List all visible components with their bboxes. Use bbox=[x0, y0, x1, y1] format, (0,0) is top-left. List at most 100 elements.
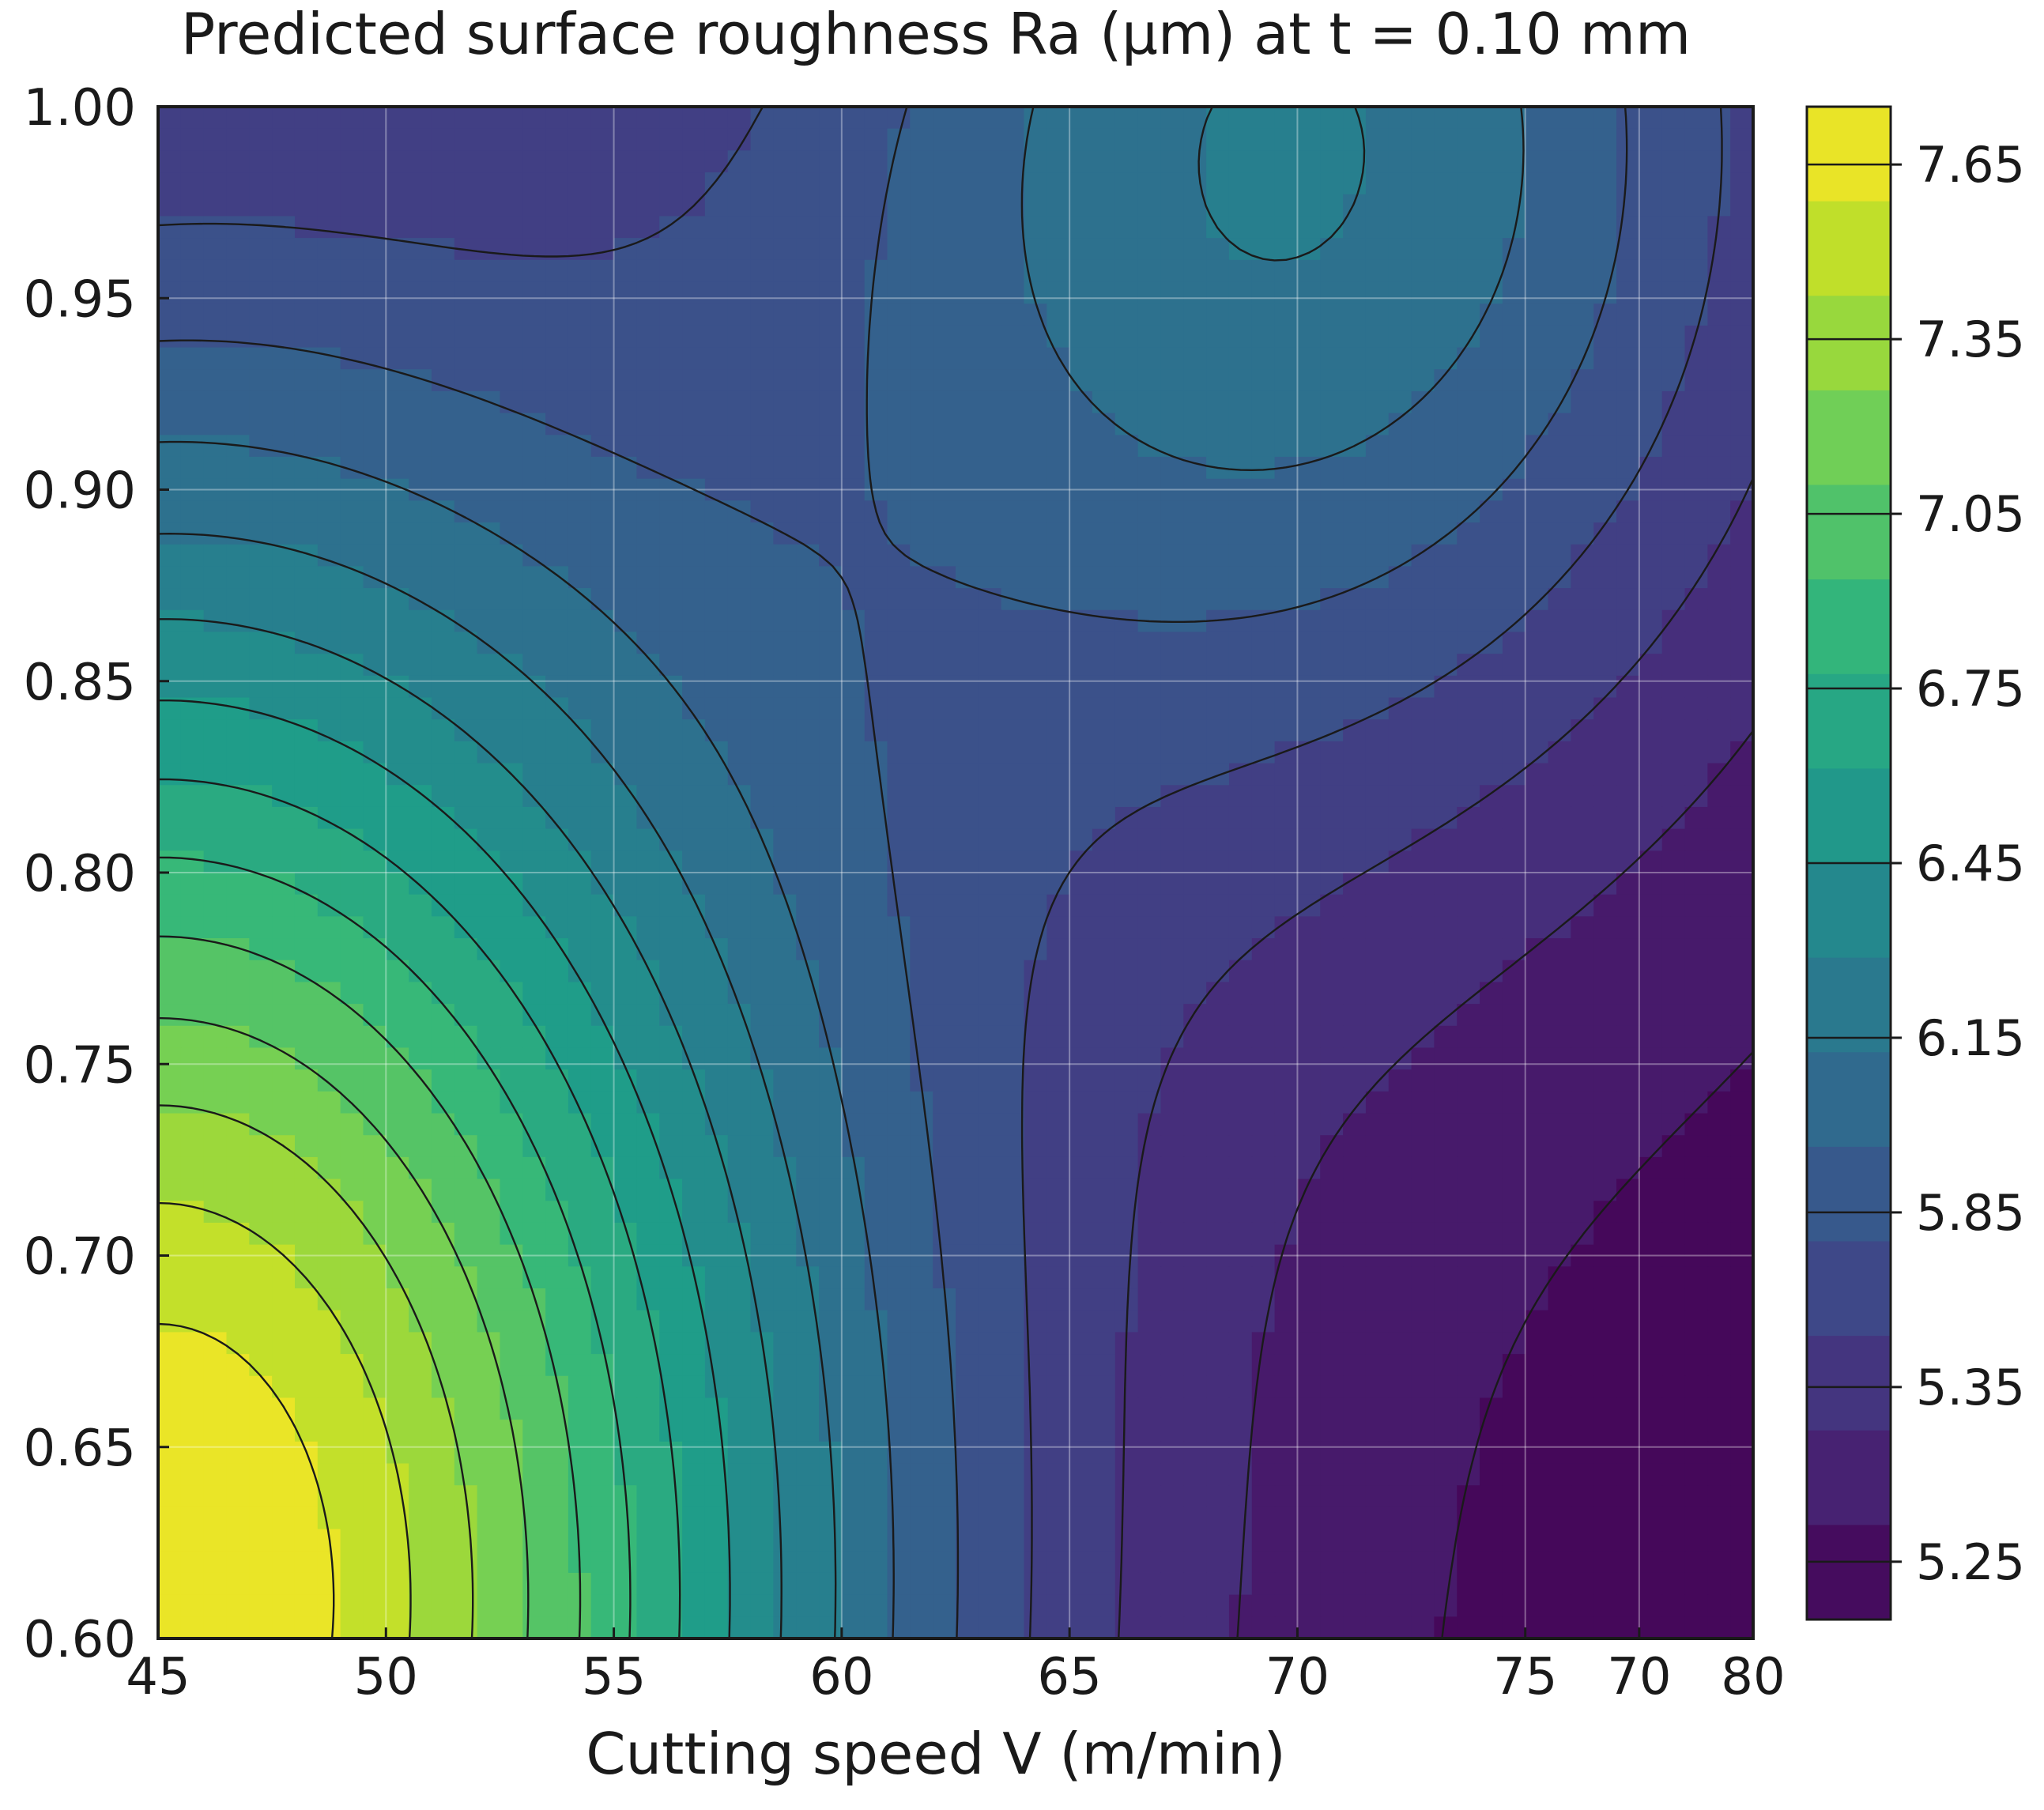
heatmap-cell bbox=[545, 1595, 569, 1617]
heatmap-cell bbox=[842, 1376, 865, 1398]
heatmap-cell bbox=[1138, 741, 1162, 764]
heatmap-cell bbox=[204, 632, 228, 654]
heatmap-cell bbox=[1115, 1179, 1139, 1201]
heatmap-cell bbox=[1252, 698, 1276, 720]
heatmap-cell bbox=[1571, 413, 1594, 436]
heatmap-cell bbox=[979, 281, 1002, 304]
heatmap-cell bbox=[1548, 107, 1572, 129]
heatmap-cell bbox=[158, 982, 182, 1004]
heatmap-cell bbox=[226, 1595, 250, 1617]
heatmap-cell bbox=[204, 1529, 228, 1552]
heatmap-cell bbox=[1320, 129, 1344, 151]
heatmap-cell bbox=[1571, 1354, 1594, 1376]
heatmap-cell bbox=[500, 457, 523, 479]
heatmap-cell bbox=[1434, 1442, 1458, 1464]
heatmap-cell bbox=[181, 391, 205, 413]
heatmap-cell bbox=[1343, 1114, 1367, 1136]
heatmap-cell bbox=[249, 1595, 273, 1617]
heatmap-cell bbox=[409, 1507, 432, 1529]
heatmap-cell bbox=[636, 566, 660, 588]
heatmap-cell bbox=[1389, 1157, 1412, 1179]
heatmap-cell bbox=[1571, 391, 1594, 413]
heatmap-cell bbox=[865, 1179, 888, 1201]
heatmap-cell bbox=[910, 1595, 933, 1617]
heatmap-cell bbox=[751, 1354, 775, 1376]
heatmap-cell bbox=[477, 1616, 501, 1638]
heatmap-cell bbox=[1571, 1332, 1594, 1354]
heatmap-cell bbox=[432, 764, 455, 786]
heatmap-cell bbox=[614, 1026, 638, 1048]
heatmap-cell bbox=[1480, 1223, 1503, 1245]
heatmap-cell bbox=[1480, 960, 1503, 982]
heatmap-cell bbox=[796, 829, 820, 851]
heatmap-cell bbox=[181, 348, 205, 370]
heatmap-cell bbox=[956, 1092, 979, 1114]
heatmap-cell bbox=[454, 194, 478, 217]
heatmap-cell bbox=[1001, 1004, 1025, 1026]
heatmap-cell bbox=[636, 500, 660, 522]
heatmap-cell bbox=[363, 785, 387, 807]
heatmap-cell bbox=[1457, 764, 1480, 786]
heatmap-cell bbox=[1069, 391, 1093, 413]
heatmap-cell bbox=[181, 1354, 205, 1376]
heatmap-cell bbox=[386, 413, 409, 436]
heatmap-cell bbox=[1366, 1092, 1390, 1114]
heatmap-cell bbox=[591, 1442, 615, 1464]
heatmap-cell bbox=[432, 1135, 455, 1157]
heatmap-cell bbox=[865, 588, 888, 610]
heatmap-cell bbox=[1548, 1616, 1572, 1638]
heatmap-cell bbox=[1707, 938, 1731, 960]
heatmap-cell bbox=[272, 391, 296, 413]
heatmap-cell bbox=[1639, 1310, 1663, 1333]
heatmap-cell bbox=[1662, 281, 1686, 304]
heatmap-cell bbox=[1412, 1092, 1435, 1114]
heatmap-cell bbox=[1206, 1616, 1230, 1638]
heatmap-cell bbox=[1525, 1266, 1549, 1288]
heatmap-cell bbox=[1047, 545, 1070, 567]
heatmap-cell bbox=[865, 1266, 888, 1288]
heatmap-cell bbox=[819, 719, 843, 741]
heatmap-cell bbox=[1685, 829, 1709, 851]
heatmap-cell bbox=[1001, 1464, 1025, 1486]
heatmap-cell bbox=[1571, 1026, 1594, 1048]
heatmap-cell bbox=[272, 1114, 296, 1136]
heatmap-cell bbox=[477, 1595, 501, 1617]
heatmap-cell bbox=[1252, 260, 1276, 282]
heatmap-cell bbox=[1707, 698, 1731, 720]
heatmap-cell bbox=[1593, 654, 1617, 676]
heatmap-cell bbox=[1662, 895, 1686, 917]
heatmap-cell bbox=[1229, 172, 1253, 194]
heatmap-cell bbox=[1571, 1464, 1594, 1486]
heatmap-cell bbox=[979, 1354, 1002, 1376]
heatmap-cell bbox=[204, 260, 228, 282]
heatmap-cell bbox=[1639, 807, 1663, 829]
heatmap-cell bbox=[1297, 391, 1321, 413]
heatmap-cell bbox=[454, 850, 478, 873]
heatmap-cell bbox=[751, 194, 775, 217]
heatmap-cell bbox=[409, 1223, 432, 1245]
heatmap-cell bbox=[636, 304, 660, 326]
heatmap-cell bbox=[272, 895, 296, 917]
heatmap-cell bbox=[1092, 1573, 1116, 1595]
heatmap-cell bbox=[682, 566, 706, 588]
heatmap-cell bbox=[1616, 1135, 1640, 1157]
heatmap-cell bbox=[522, 348, 546, 370]
heatmap-cell bbox=[751, 457, 775, 479]
heatmap-cell bbox=[1047, 938, 1070, 960]
heatmap-cell bbox=[682, 1026, 706, 1048]
heatmap-cell bbox=[1115, 676, 1139, 698]
heatmap-cell bbox=[888, 1397, 911, 1420]
heatmap-cell bbox=[1024, 1507, 1047, 1529]
heatmap-cell bbox=[454, 1288, 478, 1310]
heatmap-cell bbox=[522, 150, 546, 172]
heatmap-cell bbox=[705, 129, 729, 151]
heatmap-cell bbox=[249, 1004, 273, 1026]
heatmap-cell bbox=[363, 982, 387, 1004]
heatmap-cell bbox=[842, 1069, 865, 1092]
heatmap-cell bbox=[773, 369, 797, 391]
x-tick-label: 50 bbox=[354, 1648, 418, 1706]
heatmap-cell bbox=[728, 1485, 752, 1507]
heatmap-cell bbox=[272, 129, 296, 151]
heatmap-cell bbox=[1707, 566, 1731, 588]
heatmap-cell bbox=[842, 719, 865, 741]
